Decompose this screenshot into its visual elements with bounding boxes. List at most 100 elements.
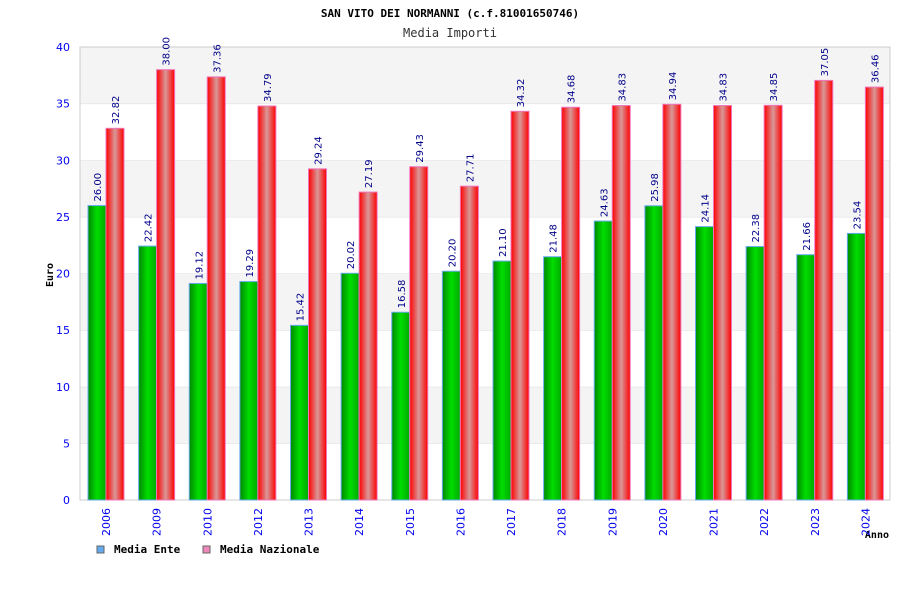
bar-media-nazionale <box>510 110 530 501</box>
data-label: 37.05 <box>820 48 831 77</box>
data-label: 22.42 <box>144 213 155 242</box>
legend-swatch-media-nazionale <box>202 545 211 554</box>
bar-media-ente <box>796 254 816 501</box>
data-label: 34.32 <box>516 79 527 108</box>
bar-media-ente <box>87 205 107 501</box>
data-label: 21.10 <box>498 228 509 257</box>
chart-subtitle: Media Importi <box>403 26 497 40</box>
data-label: 21.66 <box>802 222 813 251</box>
x-tick-label: 2019 <box>606 508 619 536</box>
bar-media-nazionale <box>662 103 682 501</box>
bar-media-ente <box>846 232 866 501</box>
bar-media-ente <box>290 324 309 501</box>
x-tick-label: 2014 <box>353 508 366 536</box>
data-label: 34.83 <box>617 73 628 102</box>
data-label: 27.19 <box>364 159 375 188</box>
x-tick-label: 2010 <box>201 508 214 536</box>
x-tick-label: 2020 <box>657 508 670 536</box>
bar-media-ente <box>391 311 411 501</box>
data-label: 29.43 <box>415 134 426 163</box>
bar-media-ente <box>543 256 563 501</box>
bar-media-nazionale <box>156 69 176 501</box>
x-tick-label: 2015 <box>404 508 417 536</box>
data-label: 24.14 <box>701 194 712 223</box>
bar-media-ente <box>644 205 664 501</box>
bar-media-nazionale <box>763 104 783 501</box>
bar-media-ente <box>745 246 765 501</box>
bar-media-nazionale <box>561 106 581 501</box>
x-tick-label: 2009 <box>151 508 164 536</box>
bar-media-ente <box>188 282 208 501</box>
data-label: 23.54 <box>852 201 863 230</box>
data-label: 26.00 <box>93 173 104 202</box>
bar-media-nazionale <box>459 185 479 501</box>
y-tick-label: 15 <box>56 324 70 337</box>
y-tick-label: 20 <box>56 268 70 281</box>
bar-media-ente <box>593 220 613 501</box>
data-label: 16.58 <box>397 280 408 309</box>
data-label: 32.82 <box>111 96 122 125</box>
legend-label-media-nazionale: Media Nazionale <box>220 543 320 556</box>
data-label: 34.94 <box>668 72 679 101</box>
bar-media-nazionale <box>308 168 327 501</box>
x-tick-label: 2016 <box>454 508 467 536</box>
bar-media-nazionale <box>105 127 125 501</box>
bar-media-ente <box>695 226 714 501</box>
bar-media-nazionale <box>409 166 429 501</box>
data-label: 34.68 <box>567 75 578 104</box>
y-tick-label: 10 <box>56 381 70 394</box>
data-label: 34.83 <box>719 73 730 102</box>
x-tick-label: 2024 <box>859 508 872 536</box>
data-label: 19.12 <box>194 251 205 280</box>
x-tick-label: 2006 <box>100 508 113 536</box>
data-label: 34.85 <box>769 73 780 102</box>
data-label: 24.63 <box>599 188 610 217</box>
x-tick-label: 2022 <box>758 508 771 536</box>
data-label: 36.46 <box>870 54 881 83</box>
legend: Media Ente Media Nazionale <box>96 543 320 556</box>
bar-media-nazionale <box>864 86 884 501</box>
bar-media-ente <box>239 281 259 501</box>
x-tick-label: 2013 <box>303 508 316 536</box>
x-tick-label: 2018 <box>556 508 569 536</box>
y-tick-label: 40 <box>56 41 70 54</box>
data-label: 37.36 <box>212 44 223 73</box>
bar-media-ente <box>492 260 512 501</box>
legend-swatch-media-ente <box>96 545 105 554</box>
bar-media-nazionale <box>814 79 834 501</box>
data-label: 25.98 <box>650 173 661 202</box>
bar-media-ente <box>138 245 158 501</box>
bar-media-nazionale <box>713 105 732 501</box>
x-tick-label: 2017 <box>505 508 518 536</box>
y-tick-label: 30 <box>56 154 70 167</box>
bar-media-nazionale <box>611 105 631 501</box>
data-label: 15.42 <box>296 293 307 322</box>
bar-media-ente <box>340 272 360 501</box>
data-label: 20.20 <box>447 239 458 268</box>
y-axis-label: Euro <box>45 263 56 287</box>
x-axis-label: Anno <box>865 530 889 541</box>
y-tick-label: 35 <box>56 98 70 111</box>
x-tick-label: 2021 <box>708 508 721 536</box>
y-tick-label: 25 <box>56 211 70 224</box>
plot-border <box>79 46 891 501</box>
data-label: 19.29 <box>245 249 256 278</box>
bar-media-nazionale <box>206 76 226 501</box>
data-label: 34.79 <box>263 73 274 102</box>
data-label: 38.00 <box>162 37 173 66</box>
bar-media-ente <box>441 270 461 501</box>
y-tick-label: 5 <box>63 437 70 450</box>
y-tick-label: 0 <box>63 494 70 507</box>
x-tick-label: 2023 <box>809 508 822 536</box>
data-label: 21.48 <box>549 224 560 253</box>
legend-label-media-ente: Media Ente <box>114 543 181 556</box>
data-label: 22.38 <box>751 214 762 243</box>
chart-title: SAN VITO DEI NORMANNI (c.f.81001650746) <box>321 7 579 20</box>
x-tick-label: 2012 <box>252 508 265 536</box>
data-label: 20.02 <box>346 241 357 270</box>
data-label: 29.24 <box>314 136 325 165</box>
bar-media-nazionale <box>358 191 378 501</box>
bar-media-nazionale <box>257 105 277 501</box>
data-label: 27.71 <box>465 154 476 183</box>
